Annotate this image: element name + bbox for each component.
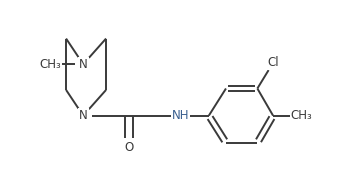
Text: CH₃: CH₃ xyxy=(39,58,61,71)
Text: N: N xyxy=(79,58,88,71)
Text: N: N xyxy=(79,109,88,122)
Text: CH₃: CH₃ xyxy=(291,109,313,122)
Text: Cl: Cl xyxy=(267,56,279,69)
Text: NH: NH xyxy=(171,109,189,122)
Text: O: O xyxy=(124,141,133,153)
